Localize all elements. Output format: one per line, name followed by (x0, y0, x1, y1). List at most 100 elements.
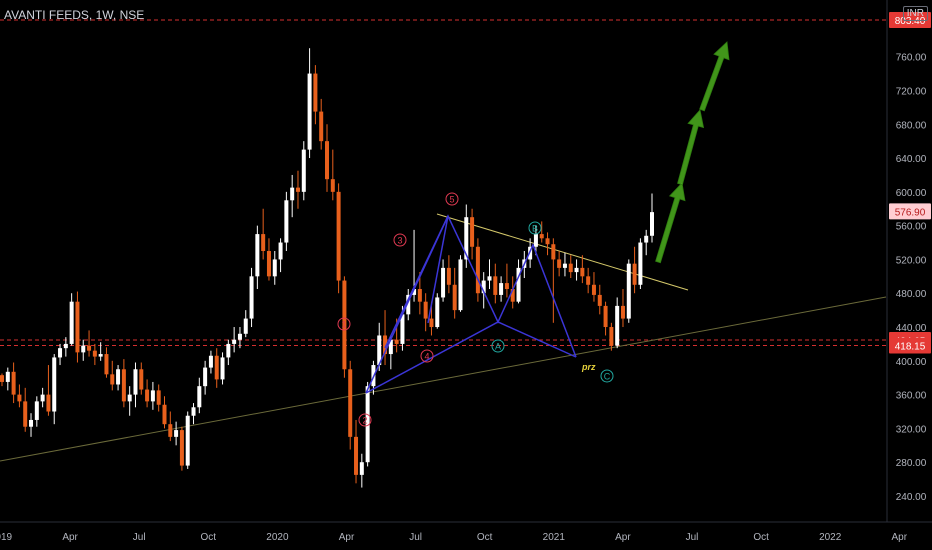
candle-body (626, 263, 631, 319)
price-tick-label: 400.00 (896, 357, 927, 368)
pattern-point-marker (445, 192, 459, 206)
candle-body (127, 394, 132, 402)
candle-body (429, 318, 434, 328)
candle-body (5, 371, 10, 382)
candle-body (615, 305, 620, 346)
pattern-point-label: A (495, 342, 501, 352)
pattern-point-label: B (532, 224, 538, 234)
resistance-trendline (436, 213, 689, 291)
candle-body (470, 217, 475, 247)
candle-body (23, 401, 28, 427)
price-tick-label: 440.00 (896, 323, 927, 334)
symbol-title: AVANTI FEEDS, 1W, NSE (4, 8, 145, 22)
candle-body (81, 345, 86, 353)
candle-body (423, 301, 428, 319)
candle-body (69, 301, 74, 344)
candle-body (191, 407, 196, 416)
price-label: 576.90 (895, 207, 926, 218)
candle-body (203, 367, 208, 387)
time-axis[interactable]: 2019 Apr Jul Oct 2020 Apr Jul Oct 2021 Apr Jul Oct 2… (0, 521, 932, 543)
candle-body (557, 259, 562, 268)
candle-body (591, 284, 596, 295)
candle-body (29, 419, 34, 427)
candle-body (185, 415, 190, 466)
pattern-point-label: C (604, 372, 611, 382)
candle-body (121, 369, 126, 402)
pattern-point-marker (528, 221, 542, 235)
candle-body (174, 430, 179, 437)
candle-body (562, 263, 567, 268)
currency-badge[interactable]: INR (902, 6, 928, 21)
price-label-bg (889, 203, 931, 220)
candle-body (98, 354, 103, 357)
time-tick-label: 2019 (0, 532, 13, 543)
candle-body (40, 394, 45, 402)
candle-body (52, 357, 57, 412)
candle-body (597, 294, 602, 306)
candle-body (400, 314, 405, 344)
candles (0, 48, 654, 488)
candle-body (342, 280, 347, 370)
candle-body (533, 234, 538, 247)
candle-body (220, 357, 225, 380)
time-tick-label: Jul (686, 532, 699, 543)
candle-body (574, 267, 579, 273)
candle-body (620, 305, 625, 319)
time-tick-label: Oct (477, 532, 493, 543)
time-tick-label: 2022 (819, 532, 842, 543)
time-tick-label: Oct (201, 532, 217, 543)
candle-body (412, 289, 417, 295)
candle-body (133, 369, 138, 395)
support-trendline (0, 296, 887, 462)
candle-body (499, 283, 504, 295)
candle-body (354, 436, 359, 475)
candle-body (650, 212, 654, 236)
price-label: 418.15 (895, 341, 926, 352)
candle-body (603, 305, 608, 328)
candle-body (139, 369, 144, 390)
pattern-point-marker (491, 339, 505, 353)
price-axis[interactable]: 840.00760.00720.00680.00640.00600.00560.… (886, 0, 931, 522)
candle-body (75, 301, 80, 353)
time-tick-label: Jul (409, 532, 422, 543)
pattern-leg (427, 215, 449, 324)
price-label: 803.40 (895, 16, 926, 27)
pattern-point-label: 2 (362, 416, 367, 426)
pattern-point-marker (337, 317, 351, 331)
projection-arrow (677, 109, 705, 186)
candle-body (92, 350, 97, 357)
candle-body (232, 339, 237, 344)
candle-body (383, 335, 388, 355)
horizontal-levels (0, 19, 886, 346)
time-tick-label: Jul (133, 532, 146, 543)
candle-body (46, 394, 51, 412)
time-tick-label: 2020 (266, 532, 289, 543)
pattern-point-label: 1 (341, 320, 346, 330)
candle-body (272, 259, 277, 277)
candle-body (580, 267, 585, 277)
candle-body (104, 354, 109, 375)
projection-arrows (655, 41, 730, 264)
candle-body (208, 355, 213, 368)
candle-body (290, 187, 295, 201)
candle-body (237, 333, 242, 340)
candle-body (295, 187, 300, 192)
time-tick-label: 2021 (543, 532, 566, 543)
price-tick-label: 480.00 (896, 289, 927, 300)
candle-body (388, 339, 393, 355)
candle-body (325, 141, 329, 180)
candle-body (301, 149, 306, 192)
candle-body (551, 244, 556, 260)
candle-body (516, 267, 521, 302)
candle-body (644, 235, 649, 243)
candle-body (609, 327, 614, 346)
arrow-shape (699, 41, 730, 112)
candle-body (156, 390, 161, 405)
price-tick-label: 240.00 (896, 492, 927, 503)
candle-body (110, 374, 115, 385)
candle-body (359, 462, 364, 475)
pattern-point-marker (393, 233, 407, 247)
projection-arrow (655, 182, 686, 264)
